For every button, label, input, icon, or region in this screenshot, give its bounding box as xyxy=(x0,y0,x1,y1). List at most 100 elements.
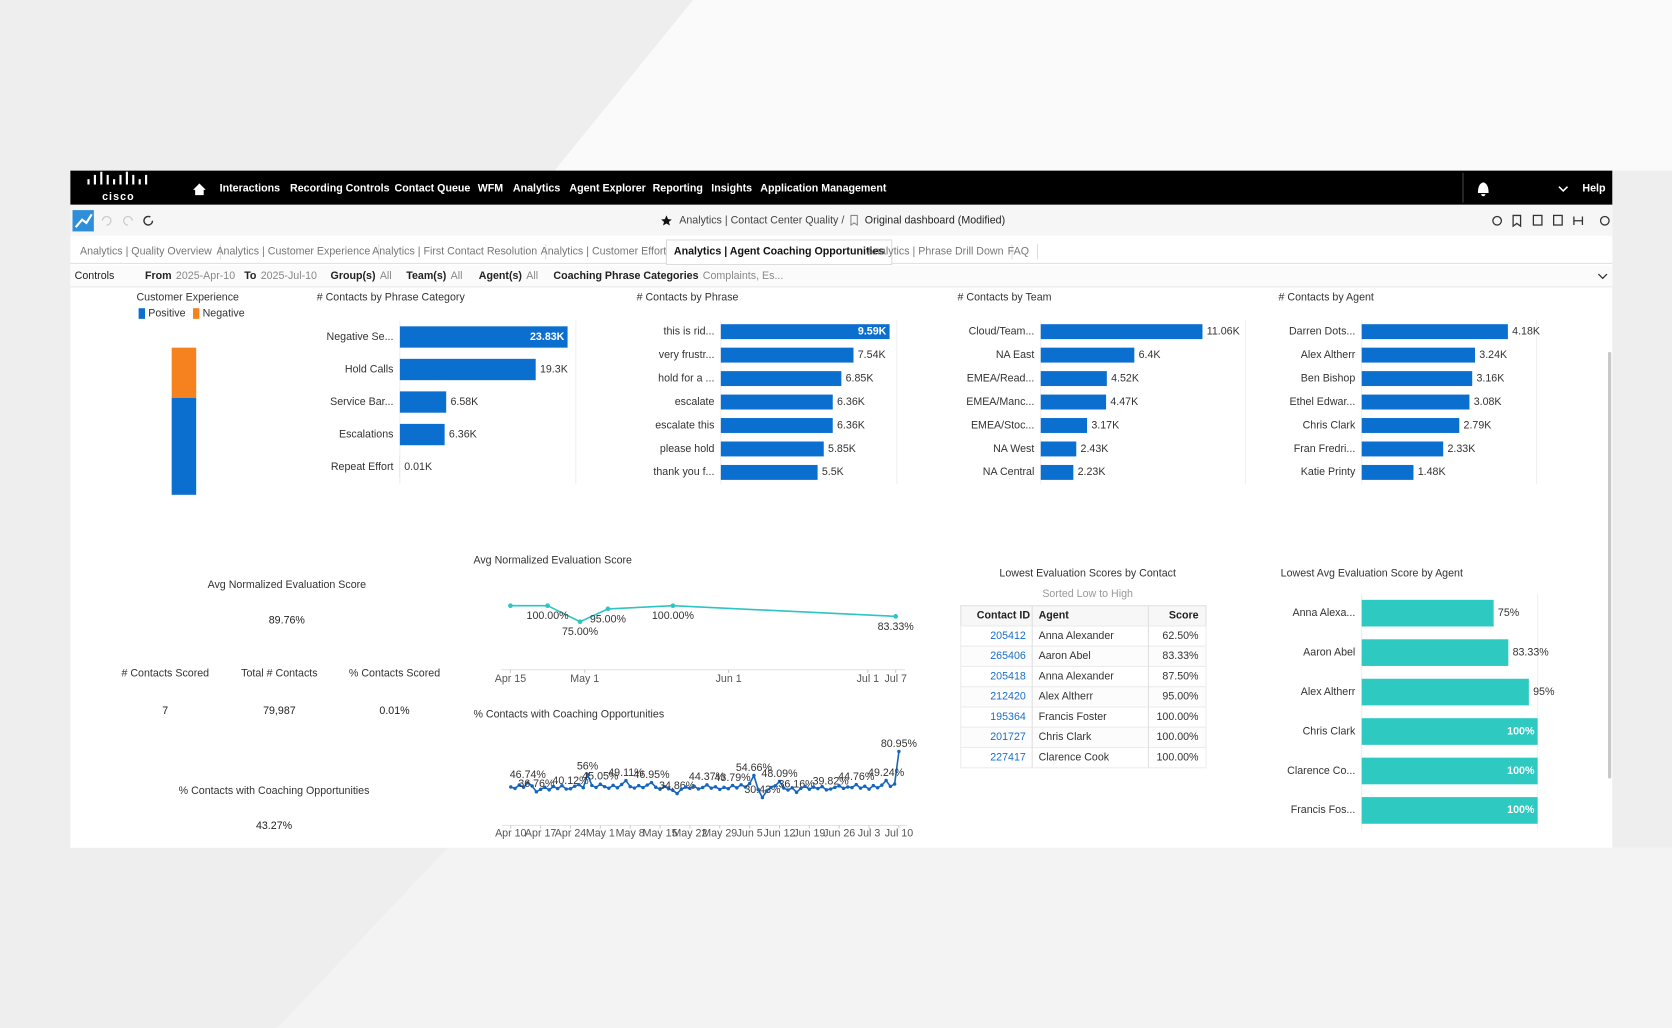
tab-active[interactable]: Analytics | Agent Coaching Opportunities xyxy=(674,245,884,257)
line-marker xyxy=(833,785,837,790)
bar xyxy=(1361,678,1529,706)
bar xyxy=(720,324,890,340)
line-marker xyxy=(662,784,667,789)
y-category-label: Fran Fredri... xyxy=(1294,443,1356,455)
tab[interactable]: Analytics | Phrase Drill Down xyxy=(867,245,1004,257)
line-marker xyxy=(670,603,676,609)
line-marker xyxy=(624,778,628,783)
y-category-label: Ethel Edwar... xyxy=(1290,396,1356,408)
bar xyxy=(1040,464,1074,480)
nav-item[interactable]: Insights xyxy=(711,183,752,195)
point-value-label: 54.66% xyxy=(736,762,773,774)
nav-item[interactable]: Recording Controls xyxy=(290,183,390,195)
filter-name: Group(s) xyxy=(331,270,376,282)
line-marker xyxy=(577,619,583,625)
home-icon[interactable] xyxy=(193,183,206,196)
nav-item[interactable]: Reporting xyxy=(653,183,703,195)
contact-id-link[interactable]: 201727 xyxy=(990,731,1026,743)
nav-item[interactable]: Contact Queue xyxy=(395,183,471,195)
y-category-label: Chris Clark xyxy=(1303,419,1356,431)
contact-id-link[interactable]: 205418 xyxy=(990,670,1026,682)
bookmark-icon[interactable] xyxy=(850,214,858,227)
table-row xyxy=(960,746,1207,769)
point-value-label: 49.11% xyxy=(608,767,644,779)
nav-item[interactable]: Interactions xyxy=(220,183,280,195)
line-marker xyxy=(739,783,743,787)
line-marker xyxy=(545,603,550,609)
line-marker xyxy=(747,781,752,786)
filter-value[interactable]: 2025-Apr-10 xyxy=(176,270,235,282)
help-link[interactable]: Help xyxy=(1582,183,1606,195)
filter-name: From xyxy=(145,270,172,282)
filter-value[interactable]: 2025-Jul-10 xyxy=(261,270,317,282)
line-marker xyxy=(688,786,692,791)
table-cell: 83.33% xyxy=(1162,650,1199,662)
scrollbar[interactable] xyxy=(1608,351,1612,779)
bar-value-label: 3.08K xyxy=(1474,396,1502,408)
bar xyxy=(1040,347,1135,363)
refresh-icon[interactable] xyxy=(143,215,154,226)
bookmark-action[interactable] xyxy=(1512,214,1522,228)
line-marker xyxy=(615,786,620,790)
contact-id-link[interactable]: 212420 xyxy=(990,691,1026,703)
tab[interactable]: Analytics | Quality Overview xyxy=(80,245,212,257)
nav-item[interactable]: Application Management xyxy=(760,183,887,195)
bar xyxy=(720,441,824,457)
tab[interactable]: FAQ xyxy=(1008,245,1029,257)
bar xyxy=(720,464,818,480)
bar-value-label: 19.3K xyxy=(540,363,568,375)
contact-id-link[interactable]: 205412 xyxy=(990,630,1026,642)
nav-item[interactable]: Agent Explorer xyxy=(569,183,645,195)
cisco-logo-text: cisco xyxy=(102,191,135,203)
filter-value[interactable]: Complaints, Es... xyxy=(703,270,784,282)
bar xyxy=(720,418,833,433)
x-tick-label: Apr 24 xyxy=(555,828,586,840)
point-value-label: 56% xyxy=(577,761,599,773)
filter-value[interactable]: All xyxy=(526,270,538,282)
nav-item[interactable]: Analytics xyxy=(513,183,560,195)
nav-item[interactable]: WFM xyxy=(478,183,504,195)
stacked-bar-segment xyxy=(171,397,197,495)
schedule-icon[interactable] xyxy=(1492,215,1503,226)
bar xyxy=(399,423,445,446)
undo-icon[interactable] xyxy=(101,215,112,226)
x-tick-label: May 15 xyxy=(643,828,678,840)
kpi-title: Total # Contacts xyxy=(241,668,317,680)
line-marker xyxy=(897,749,901,754)
bar-value-label: 5.5K xyxy=(822,466,844,478)
x-tick-label: Jun 19 xyxy=(793,828,825,840)
kpi-value: 79,987 xyxy=(263,705,296,717)
contact-id-link[interactable]: 265406 xyxy=(990,650,1026,662)
y-category-label: Alex Altherr xyxy=(1301,686,1356,698)
user-chevron[interactable] xyxy=(1558,186,1569,193)
bar-value-label: 0.01K xyxy=(404,461,432,473)
line-marker xyxy=(892,782,897,786)
line-marker xyxy=(888,784,893,789)
controls-label[interactable]: Controls xyxy=(75,270,115,282)
info-icon[interactable] xyxy=(1599,215,1610,226)
controls-chevron[interactable] xyxy=(1597,273,1608,280)
filter-value[interactable]: All xyxy=(380,270,392,282)
line-marker xyxy=(730,783,735,788)
chart-title: Customer Experience xyxy=(136,291,239,303)
bar-value-label: 100% xyxy=(1507,804,1535,816)
download-icon[interactable] xyxy=(1532,214,1543,226)
favorite-star[interactable] xyxy=(661,215,672,226)
tab[interactable]: Analytics | First Contact Resolution xyxy=(372,245,537,257)
line-marker xyxy=(521,785,526,789)
bar-value-label: 23.83K xyxy=(530,331,565,343)
line-marker xyxy=(764,789,769,793)
tab[interactable]: Analytics | Customer Effort xyxy=(541,245,667,257)
line-marker xyxy=(564,787,568,791)
bar xyxy=(720,371,842,387)
redo-icon[interactable] xyxy=(123,215,133,226)
contact-id-link[interactable]: 227417 xyxy=(990,751,1026,763)
line-marker xyxy=(645,783,649,787)
filter-value[interactable]: All xyxy=(451,270,463,282)
bell-icon[interactable] xyxy=(1477,182,1489,197)
save-icon[interactable] xyxy=(1552,214,1563,226)
tab[interactable]: Analytics | Customer Experience xyxy=(216,245,370,257)
fit-icon[interactable] xyxy=(1573,216,1584,226)
y-category-label: NA Central xyxy=(983,466,1035,478)
contact-id-link[interactable]: 195364 xyxy=(990,711,1026,723)
